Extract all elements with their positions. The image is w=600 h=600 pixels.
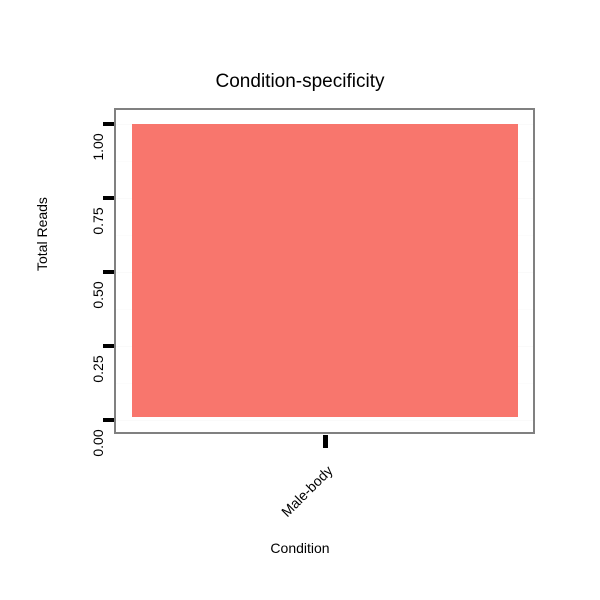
plot-panel	[114, 108, 535, 434]
y-tick-mark-4	[103, 122, 114, 126]
y-tick-label-3: 0.75	[90, 207, 106, 235]
y-tick-mark-0	[103, 418, 114, 422]
y-tick-label-1: 0.25	[90, 355, 106, 383]
y-tick-mark-1	[103, 344, 114, 348]
y-tick-mark-2	[103, 270, 114, 274]
bar-male-body[interactable]	[132, 124, 518, 417]
y-tick-label-4: 1.00	[90, 133, 106, 161]
y-tick-label-2: 0.50	[90, 281, 106, 309]
x-tick-label-male-body: Male-body	[278, 462, 336, 520]
y-tick-label-0: 0.00	[90, 429, 106, 457]
gridline-major-0	[116, 420, 533, 421]
y-tick-mark-3	[103, 196, 114, 200]
plot-area	[116, 110, 533, 432]
x-axis-title: Condition	[270, 540, 330, 556]
y-axis-title: Total Reads	[34, 197, 50, 271]
x-tick-mark-0	[323, 435, 328, 448]
chart-title: Condition-specificity	[215, 71, 385, 92]
